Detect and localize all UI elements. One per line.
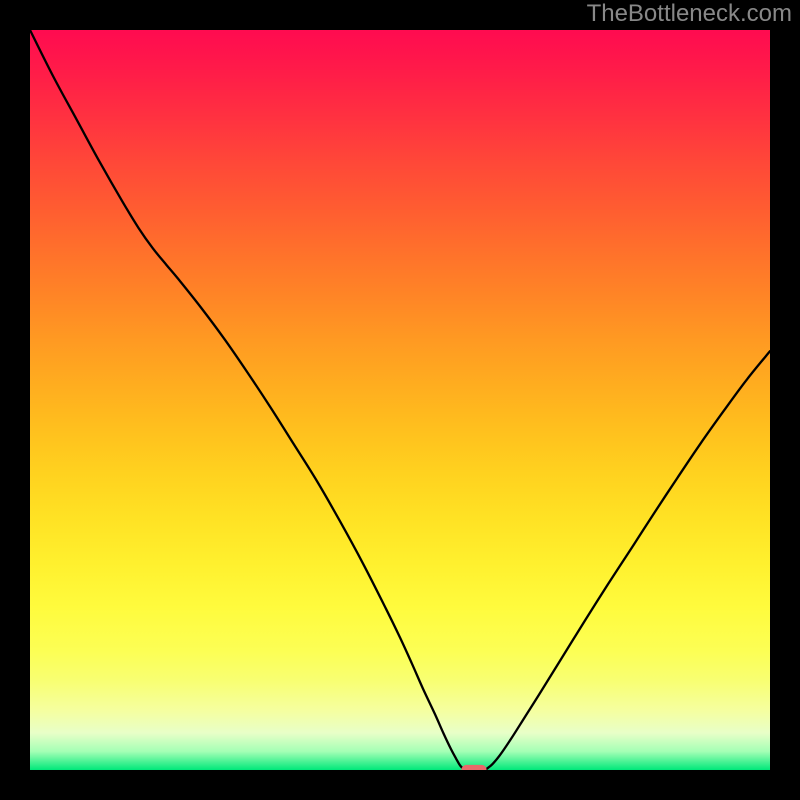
bottleneck-chart: [0, 0, 800, 800]
watermark-text: TheBottleneck.com: [587, 0, 792, 28]
chart-container: { "watermark": { "text": "TheBottleneck.…: [0, 0, 800, 800]
chart-background: [30, 30, 770, 770]
